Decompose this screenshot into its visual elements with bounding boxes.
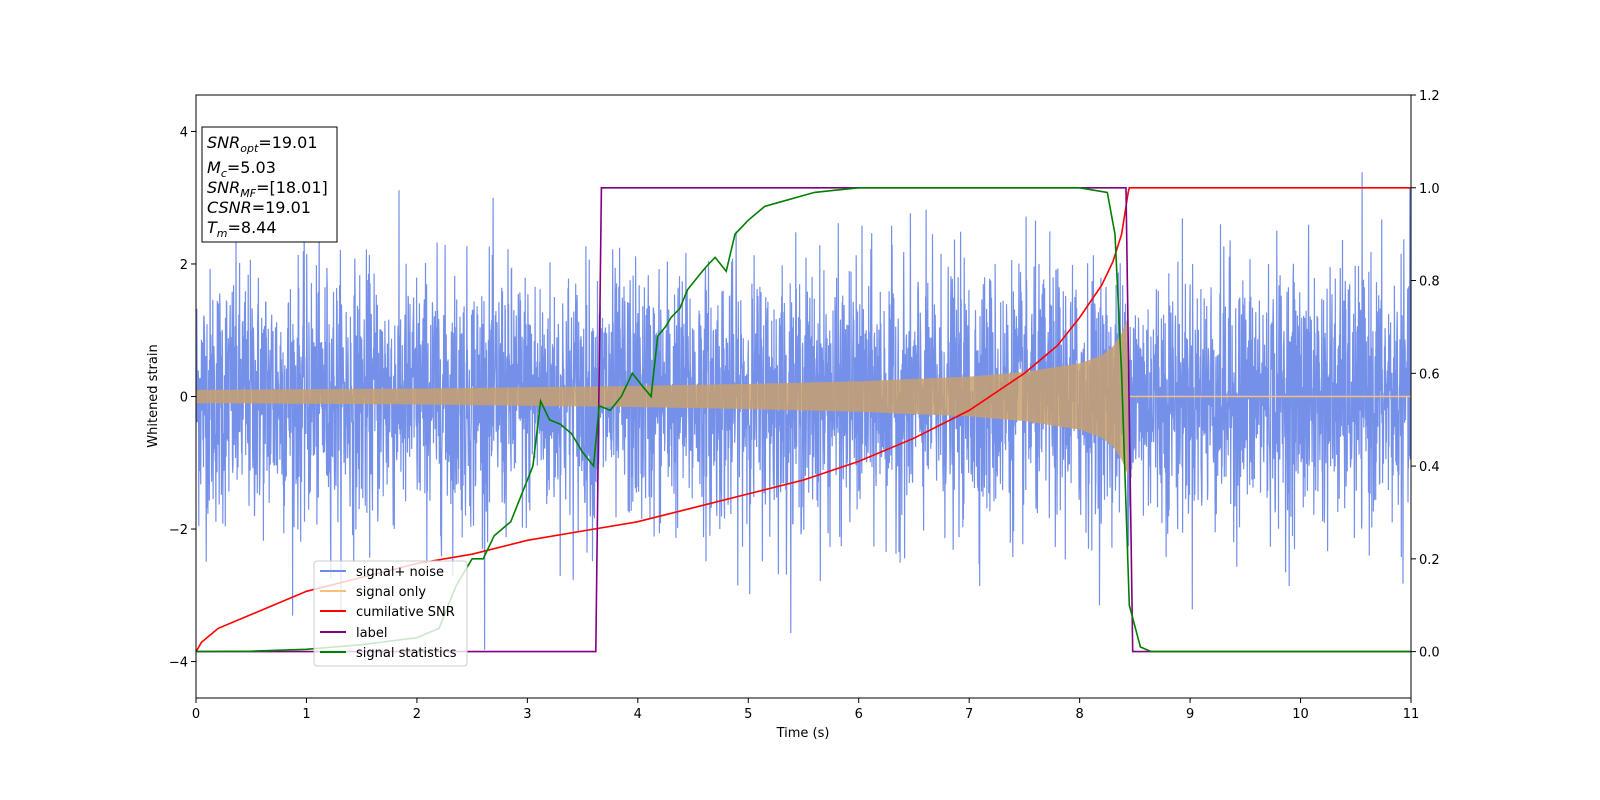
legend-item-signal-noise: signal+ noise — [320, 565, 444, 580]
y-left-tick-label: −2 — [169, 523, 188, 538]
x-tick-label: 10 — [1292, 707, 1309, 722]
x-axis: 0 1 2 3 4 5 6 7 8 9 10 11 — [192, 698, 1419, 722]
info-tm: Tm=8.44 — [207, 218, 277, 240]
y-right-tick-label: 1.2 — [1419, 89, 1440, 104]
y-right-tick-label: 0.6 — [1419, 367, 1440, 382]
y-right-tick-label: 1.0 — [1419, 182, 1440, 197]
info-csnr: CSNR=19.01 — [207, 198, 311, 217]
x-tick-label: 7 — [965, 707, 973, 722]
info-box: SNRopt=19.01 Mc=5.03 SNRMF=[18.01] CSNR=… — [201, 126, 338, 243]
y-right-tick-label: 0.4 — [1419, 460, 1440, 475]
legend-label-cumulative-snr: cumilative SNR — [356, 605, 455, 620]
y-left-tick-label: 2 — [180, 258, 188, 273]
info-mc: Mc=5.03 — [207, 158, 276, 180]
legend-item-signal-only: signal only — [320, 585, 426, 600]
info-snr-mf: SNRMF=[18.01] — [207, 178, 328, 200]
y-right-tick-label: 0.2 — [1419, 553, 1440, 568]
signal-statistics-line — [196, 187, 1411, 653]
x-tick-label: 6 — [855, 707, 863, 722]
x-axis-label: Time (s) — [776, 726, 830, 741]
signal-only-line — [196, 317, 1129, 476]
x-tick-label: 11 — [1403, 707, 1420, 722]
x-tick-label: 3 — [523, 707, 531, 722]
legend-label-label: label — [356, 626, 387, 641]
y-right-tick-label: 0.8 — [1419, 275, 1440, 290]
y-left-tick-label: −4 — [169, 656, 188, 671]
legend-item-cumulative-snr: cumilative SNR — [320, 605, 455, 620]
y-axis-left: 4 2 0 −2 −4 — [169, 125, 196, 671]
y-left-tick-label: 4 — [180, 125, 188, 140]
y-left-tick-label: 0 — [180, 391, 188, 406]
legend-item-label: label — [320, 626, 387, 641]
x-tick-label: 9 — [1186, 707, 1194, 722]
x-tick-label: 8 — [1075, 707, 1083, 722]
x-tick-label: 4 — [634, 707, 642, 722]
x-tick-label: 5 — [744, 707, 752, 722]
y-axis-right: 1.2 1.0 0.8 0.6 0.4 0.2 0.0 — [1411, 89, 1440, 661]
legend-label-signal-only: signal only — [356, 585, 426, 600]
info-snr-opt: SNRopt=19.01 — [207, 133, 318, 155]
legend: signal+ noise signal only cumilative SNR… — [313, 560, 468, 667]
y-axis-label: Whitened strain — [146, 344, 161, 447]
legend-label-signal-statistics: signal statistics — [356, 646, 457, 661]
x-tick-label: 0 — [192, 707, 200, 722]
x-tick-label: 2 — [413, 707, 421, 722]
legend-item-signal-statistics: signal statistics — [320, 646, 457, 661]
legend-label-signal-noise: signal+ noise — [356, 565, 444, 580]
y-right-tick-label: 0.0 — [1419, 646, 1440, 661]
x-tick-label: 1 — [302, 707, 310, 722]
